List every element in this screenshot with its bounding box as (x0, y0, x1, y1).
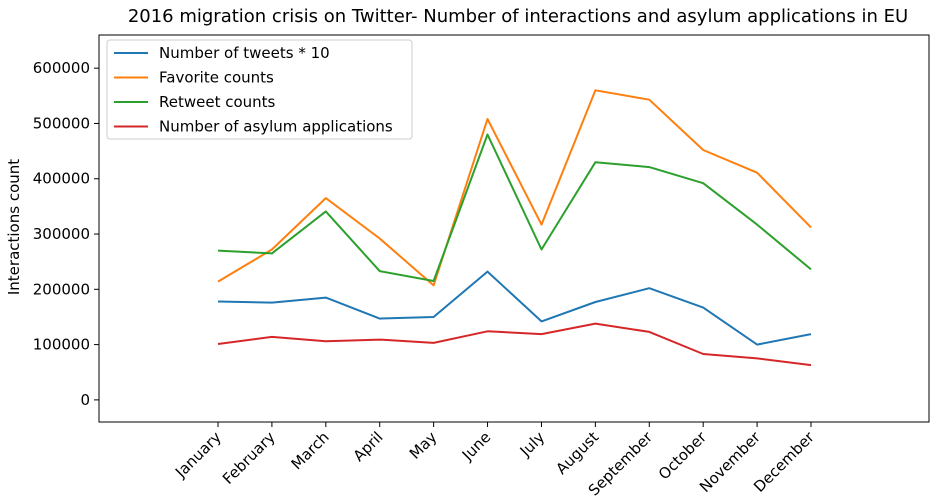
legend-label: Number of tweets * 10 (159, 44, 330, 62)
y-tick-label: 200000 (33, 280, 90, 298)
x-tick-label: June (458, 428, 495, 465)
series-line-3 (217, 133, 812, 282)
series-line-2 (217, 89, 812, 287)
y-tick-label: 400000 (33, 170, 90, 188)
x-tick-label: July (516, 428, 549, 461)
chart-title: 2016 migration crisis on Twitter- Number… (128, 6, 908, 27)
x-tick-label: March (288, 428, 333, 473)
y-tick-label: 0 (80, 391, 90, 409)
y-tick-label: 600000 (33, 59, 90, 77)
x-tick-label: October (655, 428, 711, 484)
series-line-4 (217, 322, 812, 367)
legend-label: Number of asylum applications (159, 118, 393, 136)
y-tick-label: 300000 (33, 225, 90, 243)
legend-box (106, 39, 413, 140)
legend-label: Retweet counts (159, 93, 276, 111)
x-tick-label: April (350, 428, 387, 465)
x-tick-label: August (552, 428, 602, 478)
y-axis-label: Interactions count (5, 159, 23, 295)
legend: Number of tweets * 10 Favorite counts Retw… (106, 39, 413, 140)
legend-label: Favorite counts (159, 69, 274, 87)
x-tick-label: January (171, 428, 225, 482)
plot-frame (98, 34, 930, 423)
y-tick-label: 500000 (33, 114, 90, 132)
y-tick-label: 100000 (33, 336, 90, 354)
series-group (217, 89, 812, 367)
series-line-1 (217, 270, 812, 346)
x-tick-label: February (219, 428, 279, 488)
x-tick-label: May (406, 428, 441, 463)
y-axis-ticks: 0 100000 200000 300000 400000 500000 600000 (33, 59, 99, 409)
